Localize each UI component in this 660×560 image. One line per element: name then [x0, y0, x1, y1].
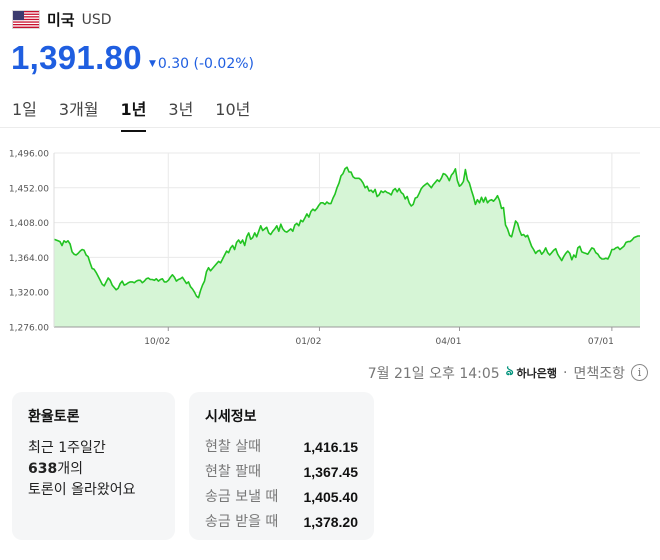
info-icon[interactable]: i: [631, 364, 648, 381]
exchange-rate: 1,391.80: [11, 39, 142, 76]
forum-card-title: 환율토론: [28, 409, 80, 425]
country-name: 미국: [47, 11, 75, 29]
y-tick-label: 1,408.00: [9, 219, 49, 229]
tab-3-months[interactable]: 3개월: [58, 100, 99, 119]
market-row-wire-send: 송금 보낼 때 1,405.40: [205, 488, 358, 507]
us-flag-icon: [12, 10, 40, 29]
market-card-title: 시세정보: [205, 409, 257, 425]
tab-1-year[interactable]: 1년: [120, 96, 147, 132]
market-row-cash-buy: 현찰 살때 1,416.15: [205, 438, 358, 457]
update-timestamp: 7월 21일 오후 14:05: [367, 365, 500, 382]
tab-10-years[interactable]: 10년: [215, 100, 251, 119]
forum-line-3: 토론이 올라왔어요: [28, 482, 136, 498]
market-info-card: 시세정보 현찰 살때 1,416.15 현찰 팔때 1,367.45 송금 보낼…: [189, 392, 374, 540]
market-row-cash-sell: 현찰 팔때 1,367.45: [205, 463, 358, 482]
forum-count-suffix: 개의: [57, 461, 83, 477]
forum-summary: 최근 1주일간 638개의 토론이 올라왔어요: [28, 438, 159, 501]
period-tabs: 1일 3개월 1년 3년 10년: [12, 96, 272, 132]
disclaimer-link[interactable]: 면책조항: [573, 365, 625, 382]
x-tick-label: 07/01: [588, 337, 614, 347]
currency-code: USD: [81, 11, 112, 28]
forum-line-2: 638개의: [28, 459, 159, 480]
y-tick-label: 1,320.00: [9, 289, 49, 299]
market-row-label: 송금 받을 때: [205, 514, 279, 530]
y-tick-label: 1,364.00: [9, 254, 49, 264]
rate-change: ▼ 0.30 (-0.02%): [149, 56, 254, 72]
area-fill: [54, 167, 640, 327]
market-row-label: 현찰 살때: [205, 439, 261, 455]
market-row-value: 1,416.15: [303, 439, 359, 455]
x-tick-label: 04/01: [436, 337, 462, 347]
down-arrow-icon: ▼: [149, 59, 156, 69]
market-row-label: 송금 보낼 때: [205, 489, 279, 505]
tab-1-day[interactable]: 1일: [12, 100, 37, 119]
forum-card[interactable]: 환율토론 최근 1주일간 638개의 토론이 올라왔어요: [12, 392, 175, 540]
rate-line: [53, 166, 640, 299]
currency-header: 미국 USD: [12, 9, 112, 30]
market-row-value: 1,378.20: [303, 514, 359, 530]
market-row-wire-receive: 송금 받을 때 1,378.20: [205, 513, 358, 532]
market-row-value: 1,367.45: [303, 464, 359, 480]
hana-bank-logo-icon: ঌ: [505, 364, 514, 379]
market-row-label: 현찰 팔때: [205, 464, 261, 480]
y-tick-label: 1,452.00: [9, 184, 49, 194]
y-tick-label: 1,496.00: [9, 150, 49, 160]
data-source: 7월 21일 오후 14:05 ঌ 하나은행 · 면책조항 i: [368, 362, 648, 383]
bank-label: ঌ 하나은행: [506, 362, 557, 383]
bank-name: 하나은행: [516, 366, 558, 380]
x-tick-label: 01/02: [295, 337, 321, 347]
tab-3-years[interactable]: 3년: [168, 100, 194, 119]
separator: ·: [563, 364, 568, 381]
forum-count: 638: [28, 461, 58, 477]
rate-change-value: 0.30 (-0.02%): [157, 56, 254, 72]
y-tick-label: 1,276.00: [9, 324, 49, 334]
x-tick-label: 10/02: [144, 337, 170, 347]
forum-line-1: 최근 1주일간: [28, 440, 106, 456]
market-row-value: 1,405.40: [303, 489, 359, 505]
tab-divider: [0, 127, 660, 128]
exchange-rate-chart[interactable]: 1,496.00 1,452.00 1,408.00 1,364.00 1,320.00…: [0, 140, 660, 355]
